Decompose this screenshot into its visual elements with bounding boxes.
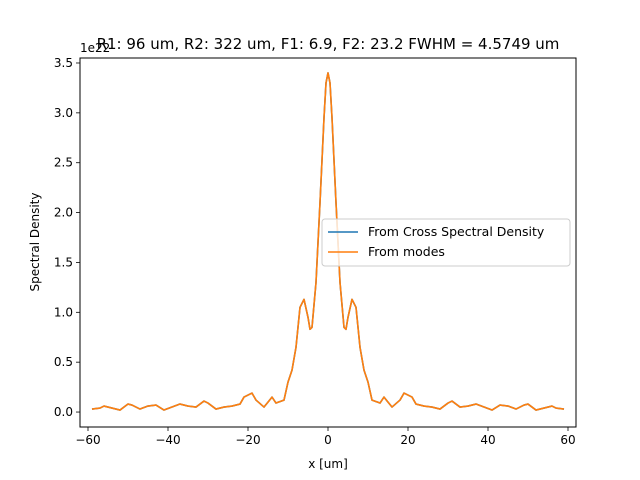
legend-label-cross-spectral: From Cross Spectral Density	[368, 224, 545, 239]
x-tick-label: −40	[155, 433, 180, 447]
series-layer	[91, 72, 565, 411]
legend-label-modes: From modes	[368, 244, 445, 259]
chart-title: R1: 96 um, R2: 322 um, F1: 6.9, F2: 23.2…	[97, 35, 560, 53]
x-tick-label: 60	[560, 433, 575, 447]
y-offset-text: 1e22	[80, 41, 110, 55]
y-axis-label: Spectral Density	[28, 193, 42, 292]
legend-box	[321, 218, 571, 267]
x-axis: −60 −40 −20 0 20 40 60	[75, 427, 576, 447]
y-tick-label: 1.5	[54, 255, 73, 269]
y-tick-label: 0.0	[54, 405, 73, 419]
x-tick-label: −60	[75, 433, 100, 447]
x-tick-label: −20	[235, 433, 260, 447]
y-tick-label: 3.0	[54, 106, 73, 120]
legend: From Cross Spectral Density From modes	[321, 218, 571, 267]
x-tick-label: 20	[400, 433, 415, 447]
series-line-1	[91, 72, 565, 411]
y-tick-label: 3.5	[54, 56, 73, 70]
x-tick-label: 0	[324, 433, 332, 447]
y-tick-label: 0.5	[54, 355, 73, 369]
y-tick-label: 1.0	[54, 305, 73, 319]
y-axis: 0.0 0.5 1.0 1.5 2.0 2.5 3.0 3.5	[54, 56, 80, 419]
x-tick-label: 40	[480, 433, 495, 447]
x-axis-label: x [um]	[308, 457, 348, 471]
y-tick-label: 2.5	[54, 156, 73, 170]
y-tick-label: 2.0	[54, 206, 73, 220]
